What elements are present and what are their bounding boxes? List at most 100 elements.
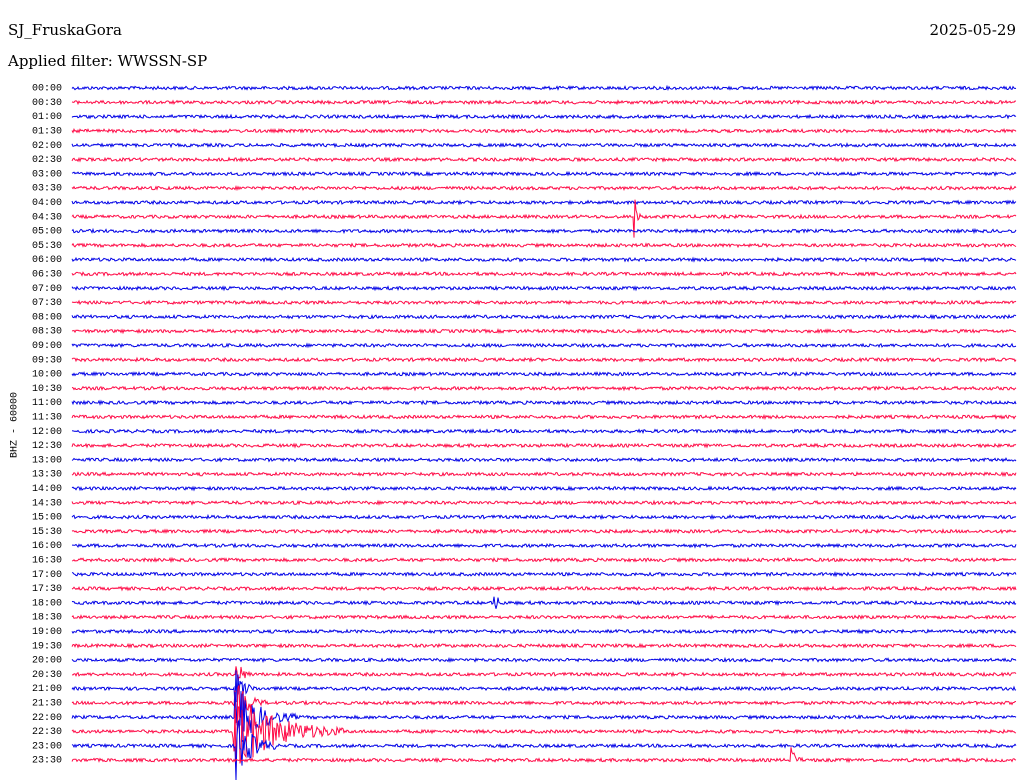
time-label: 06:30 <box>32 270 62 281</box>
time-label: 12:00 <box>32 427 62 438</box>
time-label: 17:00 <box>32 570 62 581</box>
trace <box>71 596 1017 609</box>
time-label: 14:30 <box>32 498 62 509</box>
time-label: 11:30 <box>32 413 62 424</box>
time-label: 02:30 <box>32 155 62 166</box>
trace <box>71 571 1017 578</box>
trace <box>71 614 1017 621</box>
trace <box>71 656 1017 664</box>
trace <box>71 442 1017 449</box>
time-label: 17:30 <box>32 584 62 595</box>
trace <box>71 513 1017 521</box>
time-label: 01:00 <box>32 112 62 123</box>
trace <box>71 356 1017 363</box>
time-label: 00:30 <box>32 98 62 109</box>
time-label: 10:00 <box>32 370 62 381</box>
trace <box>71 199 1017 238</box>
time-label: 20:00 <box>32 656 62 667</box>
trace <box>71 666 1017 682</box>
trace <box>72 542 1017 549</box>
time-label: 22:30 <box>32 727 62 738</box>
trace <box>71 256 1017 263</box>
time-label: 02:00 <box>32 141 62 152</box>
axis-label: BHZ - 60000 <box>10 392 21 458</box>
trace <box>71 385 1017 392</box>
trace <box>71 156 1017 163</box>
traces <box>71 84 1017 780</box>
time-label: 23:30 <box>32 756 62 767</box>
trace <box>71 184 1017 192</box>
time-label: 06:00 <box>32 255 62 266</box>
time-label: 07:00 <box>32 284 62 295</box>
trace <box>71 691 1017 742</box>
filter-label: Applied filter: WWSSN-SP <box>7 52 207 70</box>
time-label: 08:00 <box>32 312 62 323</box>
time-label: 03:30 <box>32 184 62 195</box>
trace <box>71 670 1017 707</box>
trace <box>71 456 1017 463</box>
time-label: 18:30 <box>32 613 62 624</box>
time-label: 05:00 <box>32 227 62 238</box>
time-label: 16:30 <box>32 556 62 567</box>
time-label: 04:30 <box>32 212 62 223</box>
trace <box>71 428 1017 435</box>
time-label: 10:30 <box>32 384 62 395</box>
trace <box>71 628 1017 635</box>
time-label: 01:30 <box>32 127 62 138</box>
trace <box>71 299 1017 306</box>
trace <box>71 528 1017 535</box>
trace <box>71 199 1017 206</box>
time-label: 21:30 <box>32 699 62 710</box>
trace <box>71 747 1017 764</box>
trace <box>71 142 1017 149</box>
time-label: 14:00 <box>32 484 62 495</box>
time-label: 22:00 <box>32 713 62 724</box>
trace <box>71 399 1017 406</box>
trace <box>71 242 1017 249</box>
trace <box>71 499 1017 506</box>
station-name: SJ_FruskaGora <box>8 21 122 39</box>
trace <box>71 585 1017 592</box>
date: 2025-05-29 <box>930 21 1016 39</box>
trace <box>71 413 1017 421</box>
trace <box>71 84 1017 92</box>
time-label: 04:00 <box>32 198 62 209</box>
time-label: 08:30 <box>32 327 62 338</box>
trace <box>71 227 1017 235</box>
trace <box>71 99 1017 106</box>
time-label: 09:30 <box>32 355 62 366</box>
trace <box>71 704 1017 769</box>
time-label: 00:00 <box>32 84 62 95</box>
time-label: 19:00 <box>32 627 62 638</box>
trace <box>71 127 1017 134</box>
trace <box>71 113 1017 120</box>
time-label: 19:30 <box>32 641 62 652</box>
trace <box>71 485 1017 492</box>
trace <box>71 642 1017 649</box>
trace <box>71 370 1017 377</box>
trace <box>71 285 1017 292</box>
trace <box>71 342 1017 349</box>
time-label: 07:30 <box>32 298 62 309</box>
time-label: 03:00 <box>32 169 62 180</box>
trace <box>71 556 1017 564</box>
time-label: 05:30 <box>32 241 62 252</box>
trace <box>71 328 1017 335</box>
trace <box>71 313 1017 320</box>
time-label: 20:30 <box>32 670 62 681</box>
trace <box>71 170 1017 177</box>
time-label: 21:00 <box>32 684 62 695</box>
time-label: 13:00 <box>32 455 62 466</box>
time-label: 09:00 <box>32 341 62 352</box>
trace <box>71 718 1017 780</box>
time-label: 15:30 <box>32 527 62 538</box>
time-label: 23:00 <box>32 741 62 752</box>
time-label: 18:00 <box>32 598 62 609</box>
time-label: 15:00 <box>32 513 62 524</box>
trace <box>71 270 1017 278</box>
time-label: 16:00 <box>32 541 62 552</box>
trace <box>71 684 1017 724</box>
time-label: 13:30 <box>32 470 62 481</box>
time-label: 11:00 <box>32 398 62 409</box>
